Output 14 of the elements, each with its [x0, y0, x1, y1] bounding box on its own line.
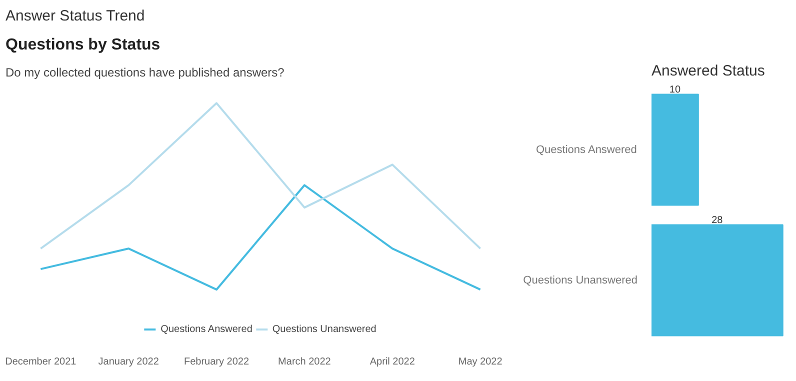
- legend-label: Questions Answered: [160, 324, 252, 334]
- x-tick-label: February 2022: [184, 356, 250, 368]
- chart-title: Answered Status: [652, 62, 765, 80]
- data-label: 28: [712, 214, 724, 226]
- legend-label: Questions Unanswered: [272, 324, 376, 334]
- x-tick-label: April 2022: [370, 356, 416, 368]
- x-tick-label: December 2021: [5, 356, 77, 368]
- text: Do my collected questions have published answers?: [6, 66, 285, 80]
- x-tick-label: January 2022: [98, 356, 160, 368]
- x-tick-label: March 2022: [278, 356, 332, 368]
- chart-title: Answer Status Trend: [6, 8, 145, 24]
- text: Questions by Status: [6, 36, 160, 54]
- x-tick-label: May 2022: [458, 356, 503, 368]
- data-label: 10: [669, 84, 681, 96]
